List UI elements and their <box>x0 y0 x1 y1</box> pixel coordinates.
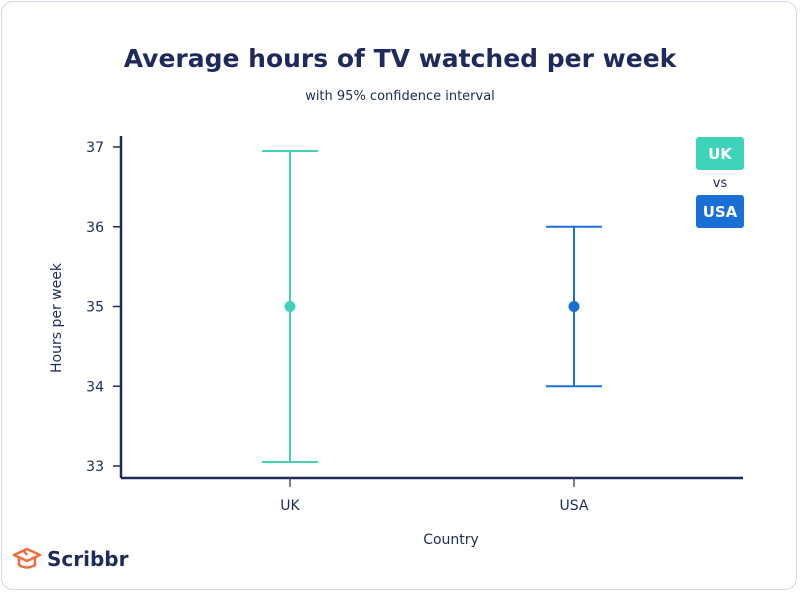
mean-point-uk <box>284 301 296 312</box>
scribbr-logo: Scribbr <box>12 546 128 572</box>
y-axis-label: Hours per week <box>49 262 65 373</box>
x-tick-label: UK <box>280 498 300 514</box>
legend-swatch-uk <box>696 137 744 170</box>
y-tick-label: 37 <box>86 140 104 156</box>
y-tick-label: 36 <box>86 220 104 236</box>
y-tick-label: 33 <box>86 459 104 475</box>
legend-separator: vs <box>713 176 728 191</box>
graduation-cap-icon <box>12 547 42 569</box>
y-tick-label: 34 <box>86 379 104 395</box>
mean-point-usa <box>568 301 580 312</box>
legend-label-uk: UK <box>708 145 733 163</box>
logo-text: Scribbr <box>47 547 129 571</box>
chart-title: Average hours of TV watched per week <box>123 44 677 73</box>
x-axis-label: Country <box>423 532 479 548</box>
legend-label-usa: USA <box>703 203 738 221</box>
x-tick-label: USA <box>560 498 589 514</box>
chart-subtitle: with 95% confidence interval <box>305 89 495 104</box>
legend-swatch-usa <box>696 195 744 228</box>
y-tick-label: 35 <box>86 300 104 316</box>
